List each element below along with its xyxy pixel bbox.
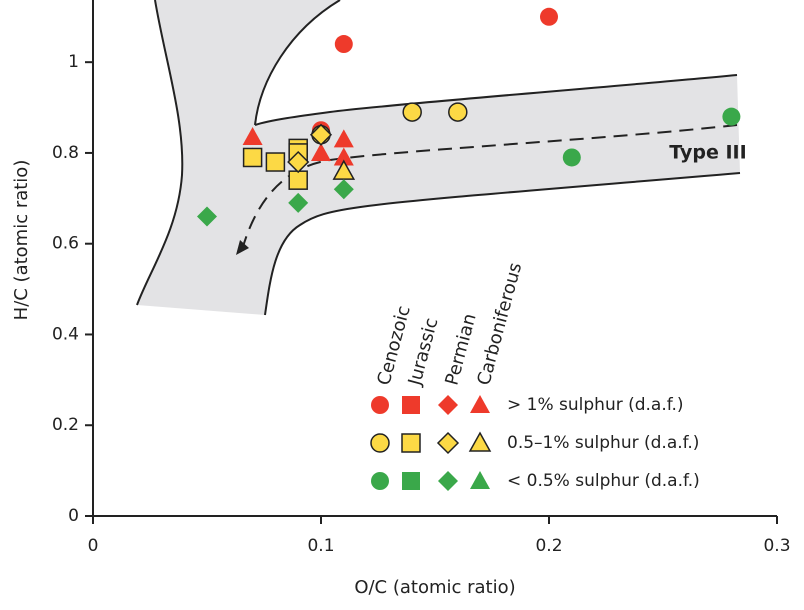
data-point — [197, 206, 217, 227]
legend-label: < 0.5% sulphur (d.a.f.) — [507, 471, 700, 491]
legend-symbol — [371, 472, 389, 490]
data-point — [540, 7, 558, 26]
data-point — [288, 192, 309, 213]
region-outline — [136, 0, 741, 316]
data-point — [242, 127, 263, 146]
legend-column-label: Carboniferous — [473, 260, 526, 387]
y-tick-label: 0.4 — [52, 324, 79, 344]
data-point — [562, 148, 581, 167]
trend-arrow — [241, 124, 738, 251]
legend-symbol — [470, 395, 490, 413]
legend-symbol — [438, 471, 458, 491]
y-tick-label: 1 — [68, 52, 79, 72]
legend-symbol — [401, 433, 421, 453]
data-point — [448, 102, 468, 122]
type-region — [137, 0, 740, 315]
data-point — [333, 129, 354, 148]
legend-symbol — [402, 472, 420, 490]
x-axis-label: O/C (atomic ratio) — [354, 577, 515, 598]
legend-label: > 1% sulphur (d.a.f.) — [507, 395, 684, 415]
data-point — [334, 35, 353, 54]
data-point — [333, 179, 354, 200]
data-point — [311, 142, 331, 161]
legend-symbol — [470, 471, 490, 489]
data-point — [332, 159, 356, 180]
legend-symbol — [436, 431, 460, 455]
legend-symbol — [370, 433, 390, 453]
data-point — [288, 170, 308, 190]
legend-symbol — [468, 431, 492, 452]
legend-label: 0.5–1% sulphur (d.a.f.) — [507, 433, 699, 453]
y-tick-label: 0.6 — [52, 234, 79, 254]
data-point — [287, 150, 310, 174]
data-point — [242, 147, 263, 168]
data-point — [333, 147, 354, 166]
y-tick-label: 0.2 — [52, 415, 79, 435]
y-tick-label: 0.8 — [52, 143, 79, 163]
data-point — [309, 123, 333, 146]
x-tick-label: 0.1 — [307, 536, 334, 556]
x-tick-label: 0.2 — [535, 536, 562, 556]
legend-symbol — [371, 396, 389, 414]
x-tick-label: 0 — [88, 536, 99, 556]
annotation: Type III — [669, 142, 746, 164]
legend-symbol — [402, 396, 420, 414]
data-point — [402, 102, 422, 122]
y-tick-label: 0 — [68, 506, 79, 526]
x-tick-label: 0.3 — [763, 536, 790, 556]
arrow-head — [236, 240, 249, 255]
y-axis-label: H/C (atomic ratio) — [11, 160, 32, 321]
data-point — [265, 152, 286, 172]
data-point — [722, 107, 741, 126]
legend-symbol — [438, 395, 458, 415]
